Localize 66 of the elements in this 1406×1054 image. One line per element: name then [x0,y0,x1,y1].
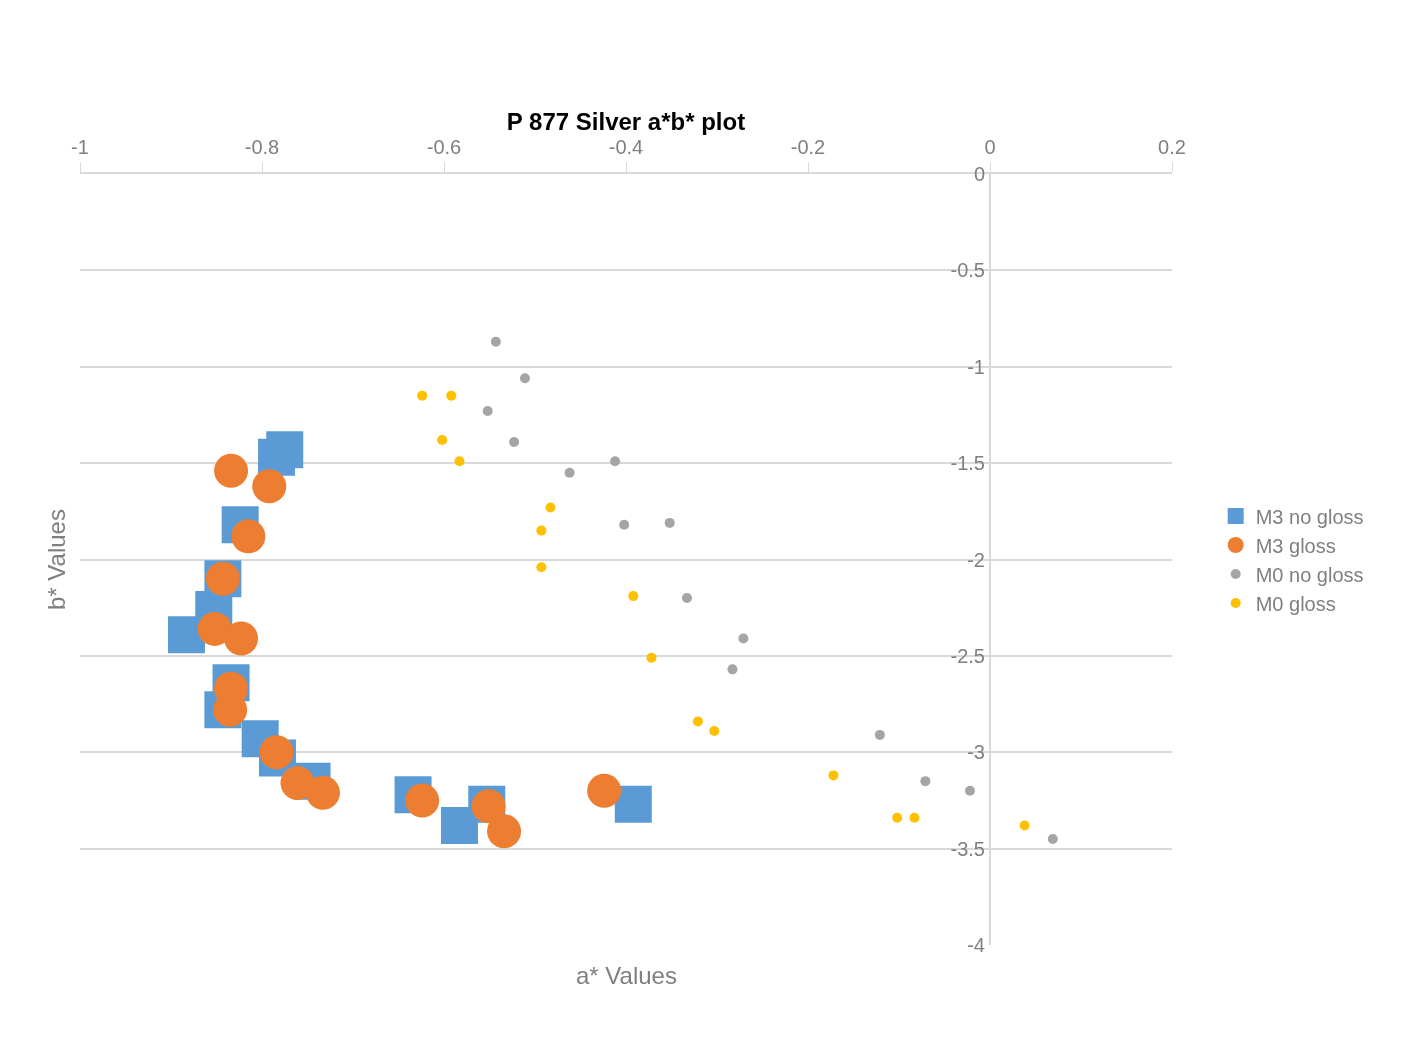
legend-label: M0 no gloss [1255,563,1364,586]
point [964,785,975,796]
point [681,593,692,604]
legend-label: M3 gloss [1255,534,1336,557]
y-tick-label: -3.5 [950,837,985,860]
x-tick-label: -0.4 [608,136,644,158]
point [628,591,639,602]
point [252,469,287,504]
x-tick-label: -0.8 [244,136,280,158]
x-tick-label: -0.6 [426,136,462,158]
chart-title: P 877 Silver a*b* plot [506,108,746,136]
point [1047,833,1058,844]
point [536,562,547,573]
point [519,373,530,384]
x-axis-title: a* Values [576,962,677,989]
point [487,814,522,849]
point [214,453,249,488]
point [231,519,266,554]
point [587,773,622,808]
x-tick-label: 0.2 [1158,136,1186,158]
legend-label: M3 no gloss [1255,505,1364,528]
point [738,633,749,644]
point [709,726,720,737]
x-tick-label: -1 [71,136,89,158]
point [482,406,493,417]
point [509,436,520,447]
point [610,456,621,467]
point [536,525,547,536]
y-axis-title: b* Values [43,509,70,610]
y-tick-label: 0 [973,163,985,185]
point [280,766,315,801]
point [454,456,465,467]
point [224,621,259,656]
point [440,807,478,844]
y-tick-label: -3 [967,741,985,764]
point [619,519,630,530]
point [564,467,575,478]
point [646,652,657,663]
x-tick-label: -0.2 [790,136,826,158]
point [874,729,885,740]
point [692,716,703,727]
point [614,785,652,823]
point [664,517,675,528]
point [305,775,340,810]
point [892,812,903,823]
point [727,664,738,675]
point [909,812,920,823]
point [197,611,232,646]
point [446,390,457,401]
y-tick-label: -1.5 [950,452,985,475]
point [828,770,839,781]
point [920,776,931,787]
point [437,435,448,445]
y-tick-label: -0.5 [950,259,985,282]
point [545,502,556,513]
y-tick-label: -2 [967,548,985,571]
point [405,783,440,818]
point [1019,820,1030,831]
y-tick-label: -1 [967,355,985,378]
legend-label: M0 gloss [1255,592,1336,615]
point [490,336,501,347]
point [417,390,428,401]
point [258,438,296,476]
point [259,735,294,770]
y-tick-label: -2.5 [950,644,985,667]
y-tick-label: -4 [967,934,985,956]
